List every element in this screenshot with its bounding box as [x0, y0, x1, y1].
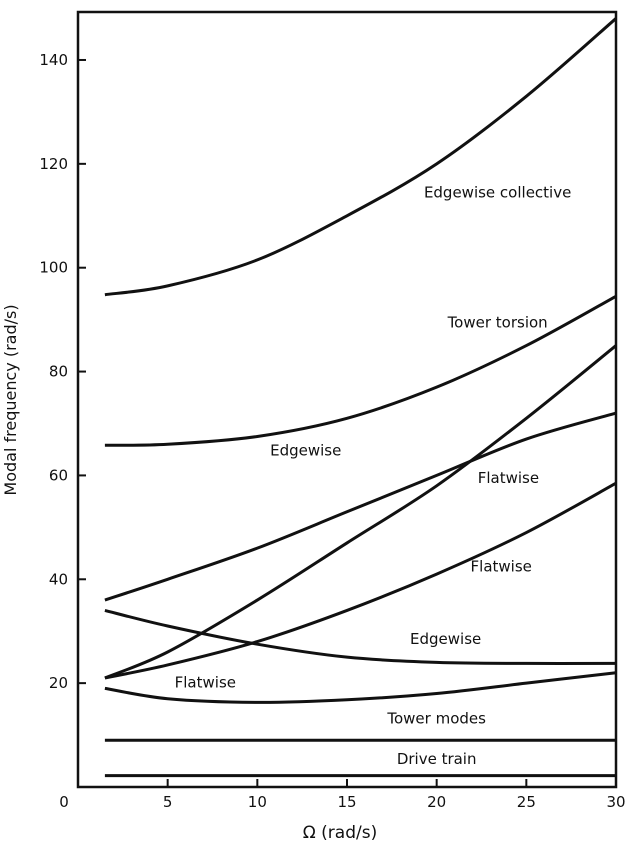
annotation-label: Flatwise — [471, 557, 532, 575]
x-axis-label: Ω (rad/s) — [303, 823, 377, 843]
x-tick-label: 30 — [606, 793, 625, 811]
series-line-1 — [104, 294, 617, 447]
series-line-6 — [104, 671, 617, 704]
annotation-label: Edgewise — [270, 442, 341, 460]
annotation-label: Tower torsion — [447, 313, 548, 331]
y-axis-label: Modal frequency (rad/s) — [1, 304, 20, 495]
axes: 0 5 10 15 20 25 30 20 40 60 80 100 120 140 — [39, 10, 626, 811]
x-tick-label: 15 — [337, 793, 356, 811]
series-line-2 — [104, 411, 617, 602]
annotations: Edgewise collective Tower torsion Edgewise… — [175, 184, 572, 769]
x-tick-label: 10 — [248, 793, 267, 811]
y-tick-label: 140 — [39, 51, 68, 69]
y-tick-label: 40 — [49, 570, 68, 588]
x-tick-label: 20 — [427, 793, 446, 811]
series-group — [104, 17, 617, 778]
annotation-label: Edgewise collective — [424, 184, 571, 202]
series-line-0 — [104, 17, 617, 297]
plot-frame — [76, 10, 618, 789]
series-line-4 — [104, 481, 617, 680]
x-tick-label: 0 — [59, 793, 69, 811]
annotation-label: Flatwise — [175, 673, 236, 691]
x-tick-label: 25 — [517, 793, 536, 811]
x-tick-label: 5 — [163, 793, 173, 811]
y-tick-label: 60 — [49, 466, 68, 484]
y-tick-label: 100 — [39, 259, 68, 277]
annotation-label: Drive train — [397, 750, 477, 768]
y-tick-label: 80 — [49, 363, 68, 381]
series-line-5 — [104, 608, 617, 665]
y-tick-label: 120 — [39, 155, 68, 173]
series-line-3 — [104, 344, 617, 680]
annotation-label: Tower modes — [386, 710, 486, 728]
y-tick-label: 20 — [49, 674, 68, 692]
annotation-label: Edgewise — [410, 630, 481, 648]
annotation-label: Flatwise — [478, 469, 539, 487]
